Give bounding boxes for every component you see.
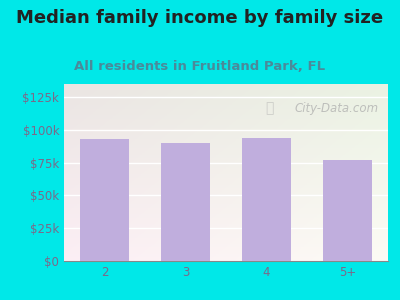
Text: Ⓠ: Ⓠ	[265, 102, 273, 116]
Text: Median family income by family size: Median family income by family size	[16, 9, 384, 27]
Bar	[242, 138, 291, 261]
Bar	[80, 139, 129, 261]
Text: City-Data.com: City-Data.com	[294, 102, 378, 115]
Text: All residents in Fruitland Park, FL: All residents in Fruitland Park, FL	[74, 60, 326, 73]
Bar	[323, 160, 372, 261]
Bar	[161, 143, 210, 261]
